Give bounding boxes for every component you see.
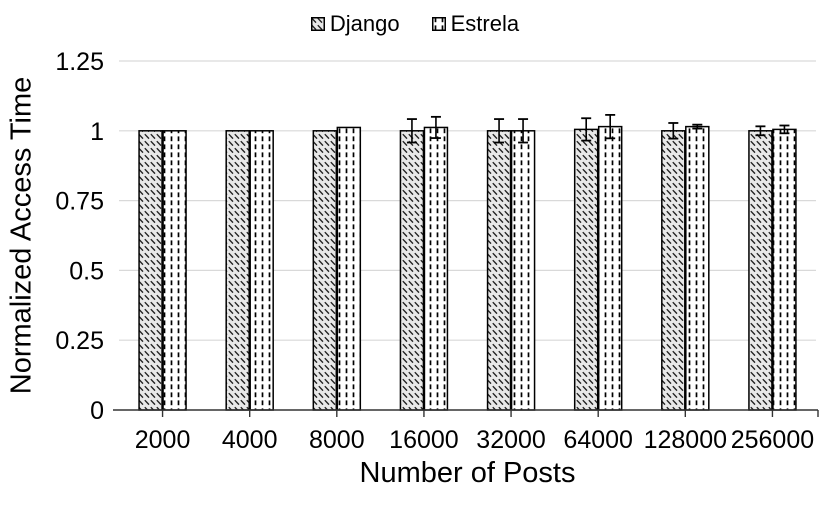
y-axis-title: Normalized Access Time [5,76,38,394]
y-tick-label: 1.25 [55,48,104,76]
django-hatch-swatch-icon [310,17,325,31]
estrela-dash-swatch-icon [431,17,446,31]
y-tick-label: 0 [90,397,104,425]
bar-estrela-64000 [597,125,623,411]
bar-django-128000 [661,130,686,411]
bar-django-16000 [399,130,425,411]
x-tick-label: 32000 [476,426,546,454]
bar-estrela-4000 [249,130,274,411]
bar-django-4000 [225,130,250,411]
bar-estrela-256000 [772,128,797,411]
bar-django-8000 [312,130,338,411]
x-tick-label: 2000 [135,426,191,454]
bar-estrela-16000 [423,126,449,411]
legend-item-django: Django [310,11,400,37]
bar-estrela-128000 [685,125,710,411]
bar-django-32000 [486,130,512,411]
x-tick-label: 128000 [644,426,727,454]
x-tick-label: 4000 [222,426,278,454]
legend-item-estrela: Estrela [431,11,520,37]
bar-django-64000 [573,128,599,411]
x-tick-label: 16000 [389,426,459,454]
legend-label-django: Django [329,11,400,36]
y-tick-label: 0.25 [55,327,104,355]
legend-label-estrela: Estrela [450,11,520,36]
y-tick-label: 0.5 [69,257,104,285]
bar-django-2000 [138,130,163,411]
y-tick-label: 1 [90,118,104,146]
x-tick-label: 256000 [731,426,814,454]
x-tick-label: 64000 [563,426,633,454]
bar-estrela-32000 [510,130,536,411]
bar-estrela-2000 [162,130,187,411]
x-axis-title: Number of Posts [359,457,576,489]
bar-estrela-8000 [336,126,362,411]
legend: Django Estrela [0,11,830,37]
x-tick-label: 8000 [309,426,365,454]
y-tick-label: 0.75 [55,188,104,216]
bar-django-256000 [748,130,773,411]
